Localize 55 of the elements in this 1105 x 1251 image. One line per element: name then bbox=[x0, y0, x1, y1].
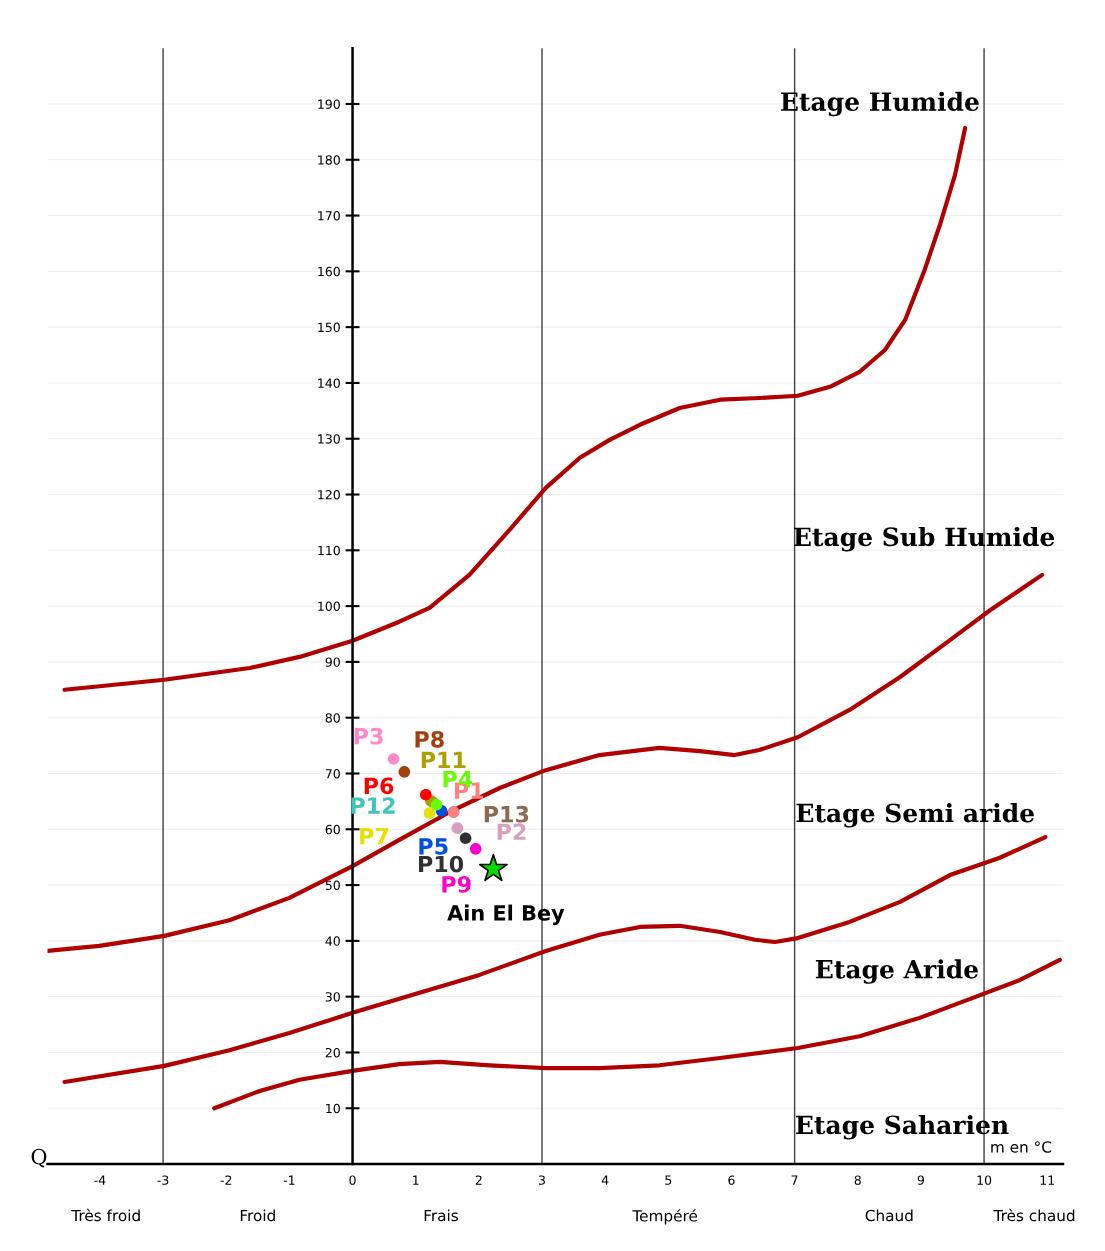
series-label: Ain El Bey bbox=[447, 904, 565, 925]
x-tick-label: 8 bbox=[854, 1175, 861, 1185]
text: Très chaud bbox=[993, 1208, 1075, 1222]
x-tick-label: -1 bbox=[283, 1175, 295, 1185]
y-tick-label: 160 bbox=[318, 266, 340, 277]
x-tick-label: 6 bbox=[728, 1175, 735, 1185]
x-tick-label: 1 bbox=[413, 1175, 419, 1185]
x-tick-label: 2 bbox=[475, 1175, 482, 1185]
y-tick-label: 140 bbox=[318, 378, 340, 388]
series-label: P2 bbox=[497, 823, 526, 840]
x-tick-label: -3 bbox=[157, 1175, 169, 1185]
text: Très froid bbox=[71, 1208, 140, 1222]
series-label: P9 bbox=[442, 875, 471, 893]
series-label: P10 bbox=[419, 855, 464, 873]
y-tick-label: 50 bbox=[325, 880, 340, 891]
y-tick-label: 120 bbox=[318, 489, 340, 500]
x-tick-label: 0 bbox=[349, 1175, 356, 1185]
series-label: P3 bbox=[354, 727, 383, 745]
y-tick-label: 150 bbox=[318, 322, 340, 333]
y-axis-title: Q bbox=[31, 1148, 47, 1168]
x-tick-label: 7 bbox=[791, 1175, 798, 1185]
text: Frais bbox=[424, 1209, 458, 1222]
y-tick-label: 80 bbox=[325, 713, 340, 723]
text: Tempéré bbox=[632, 1209, 698, 1225]
x-tick-label: 10 bbox=[977, 1175, 992, 1185]
y-tick-label: 40 bbox=[325, 936, 340, 946]
x-tick-label: 9 bbox=[917, 1175, 925, 1185]
x-tick-label: 4 bbox=[601, 1175, 609, 1185]
y-tick-label: 70 bbox=[325, 768, 340, 779]
text: Chaud bbox=[865, 1209, 913, 1222]
x-tick-label: -4 bbox=[94, 1175, 106, 1185]
y-tick-label: 60 bbox=[325, 824, 340, 835]
y-tick-label: 170 bbox=[318, 211, 340, 221]
x-axis-title: m en °C bbox=[991, 1141, 1052, 1153]
x-tick-label: 5 bbox=[665, 1175, 672, 1185]
y-tick-label: 10 bbox=[326, 1103, 340, 1114]
series-label: P7 bbox=[360, 828, 389, 845]
series-label: P11 bbox=[421, 751, 466, 769]
y-tick-label: 30 bbox=[325, 992, 340, 1002]
annotation: Etage Aride bbox=[815, 959, 978, 984]
y-tick-label: 130 bbox=[318, 434, 340, 444]
x-tick-label: 11 bbox=[1040, 1175, 1055, 1185]
text: Froid bbox=[240, 1209, 275, 1222]
y-tick-label: 180 bbox=[318, 155, 340, 165]
x-tick-label: -2 bbox=[220, 1175, 232, 1185]
series-label: P5 bbox=[419, 838, 448, 855]
series-label: P13 bbox=[484, 805, 529, 823]
y-tick-label: 100 bbox=[318, 601, 340, 612]
y-tick-label: 110 bbox=[318, 545, 340, 556]
y-tick-label: 190 bbox=[318, 99, 340, 109]
y-tick-label: 90 bbox=[325, 657, 340, 667]
x-tick-label: 3 bbox=[538, 1175, 545, 1185]
series-label: P8 bbox=[415, 730, 444, 748]
series-label: P6 bbox=[364, 777, 394, 795]
y-tick-label: 20 bbox=[325, 1047, 340, 1058]
